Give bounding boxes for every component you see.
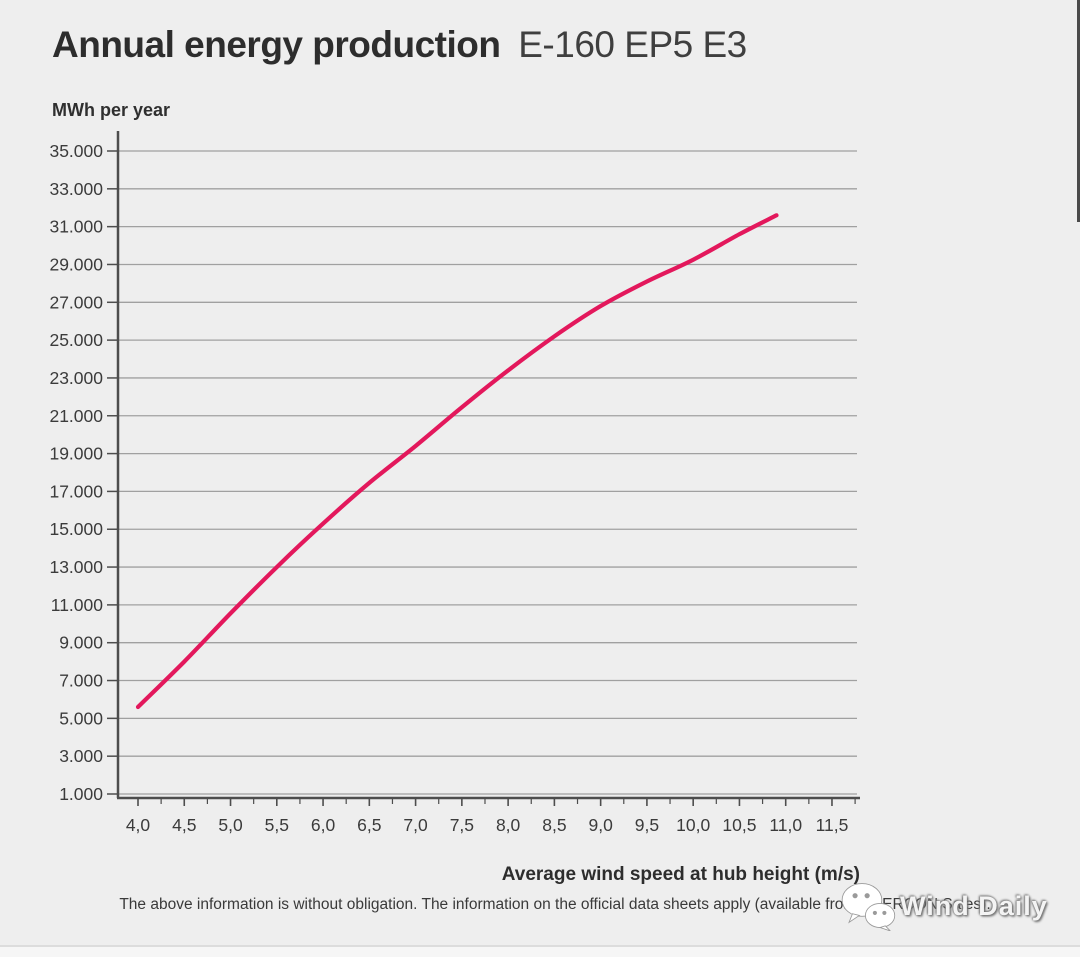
x-axis-title: Average wind speed at hub height (m/s): [501, 864, 860, 885]
energy-production-curve: [135, 213, 779, 710]
y-tick-label: 15.000: [49, 519, 103, 539]
y-tick-label: 27.000: [49, 292, 103, 312]
x-tick-label: 4,0: [126, 815, 151, 835]
y-tick-label: 5.000: [59, 708, 103, 728]
x-tick-label: 4,5: [172, 815, 196, 835]
x-tick-label: 11,0: [769, 815, 802, 835]
x-tick-label: 7,0: [403, 815, 428, 835]
disclaimer-text: The above information is without obligat…: [119, 896, 991, 913]
page-title-model: E-160 EP5 E3: [518, 24, 747, 65]
page-title: Annual energy production E-160 EP5 E3: [52, 24, 747, 66]
y-tick-label: 33.000: [49, 179, 103, 199]
x-tick-label: 11,5: [816, 815, 849, 835]
y-tick-label: 1.000: [59, 784, 103, 804]
x-tick-label: 6,0: [311, 815, 336, 835]
y-tick-label: 13.000: [49, 557, 103, 577]
x-tick-label: 10,0: [676, 815, 710, 835]
x-tick-label: 10,5: [722, 815, 756, 835]
scrollbar-thumb[interactable]: [1077, 0, 1080, 222]
y-tick-label: 25.000: [49, 330, 103, 350]
y-tick-label: 11.000: [51, 595, 103, 615]
x-tick-label: 9,0: [588, 815, 613, 835]
y-tick-label: 9.000: [59, 633, 103, 653]
y-tick-label: 29.000: [49, 254, 103, 274]
bottom-divider: [0, 945, 1080, 947]
page-title-main: Annual energy production: [52, 24, 501, 65]
y-tick-label: 31.000: [49, 217, 103, 237]
x-tick-label: 5,5: [265, 815, 289, 835]
y-tick-label: 21.000: [49, 406, 103, 426]
x-tick-label: 8,0: [496, 815, 521, 835]
bottom-strip: [0, 947, 1080, 957]
y-tick-label: 7.000: [59, 671, 103, 691]
x-tick-label: 6,5: [357, 815, 381, 835]
y-axis-title: MWh per year: [52, 100, 171, 120]
y-tick-label: 35.000: [49, 141, 103, 161]
y-tick-label: 3.000: [59, 746, 103, 766]
y-tick-label: 23.000: [49, 368, 103, 388]
x-tick-label: 5,0: [218, 815, 243, 835]
aep-line-chart: 1.000 3.000 5.000 7.000 9.000 11.000 13.000 15.…: [49, 131, 860, 835]
x-tick-label: 9,5: [635, 815, 659, 835]
x-tick-label: 7,5: [450, 815, 474, 835]
y-tick-label: 19.000: [49, 444, 103, 464]
x-tick-label: 8,5: [542, 815, 566, 835]
y-tick-label: 17.000: [49, 481, 103, 501]
